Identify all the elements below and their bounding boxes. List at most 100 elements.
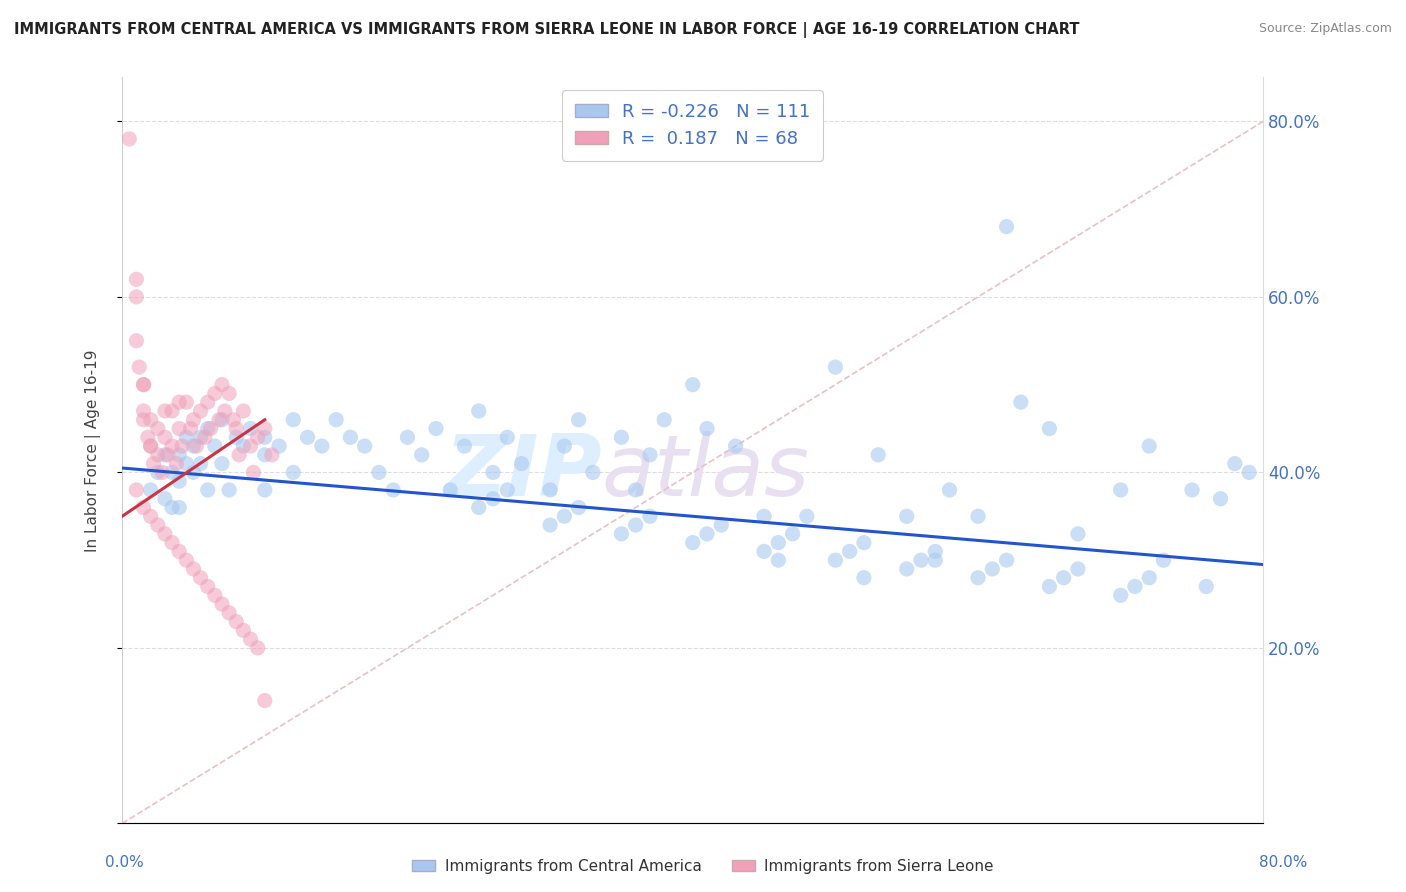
Point [225,615,247,629]
Point [1109,588,1132,602]
Point [218,386,240,401]
Point [1038,421,1060,435]
Point [260,448,283,462]
Point [183,413,205,427]
Point [1237,466,1260,480]
Point [638,448,661,462]
Point [852,571,875,585]
Point [568,500,591,515]
Point [239,439,262,453]
Point [139,483,162,497]
Point [183,466,205,480]
Point [325,413,347,427]
Point [896,562,918,576]
Text: 80.0%: 80.0% [1260,855,1308,870]
Point [132,404,155,418]
Point [724,439,747,453]
Point [267,439,290,453]
Point [136,430,159,444]
Point [190,457,212,471]
Point [204,588,226,602]
Point [638,509,661,524]
Point [218,606,240,620]
Point [153,404,176,418]
Point [242,466,264,480]
Point [353,439,375,453]
Point [1223,457,1246,471]
Point [652,413,675,427]
Point [239,632,262,647]
Point [696,421,718,435]
Point [382,483,405,497]
Point [211,597,233,611]
Point [995,553,1018,567]
Point [142,457,165,471]
Point [239,421,262,435]
Point [204,439,226,453]
Point [222,413,245,427]
Point [167,474,190,488]
Point [190,571,212,585]
Point [139,509,162,524]
Point [538,518,561,533]
Point [125,334,148,348]
Point [1209,491,1232,506]
Point [190,430,212,444]
Point [610,430,633,444]
Point [246,640,269,655]
Point [176,430,198,444]
Point [167,421,190,435]
Point [146,466,169,480]
Point [228,448,250,462]
Point [768,553,790,567]
Point [153,448,176,462]
Point [553,439,575,453]
Point [1195,580,1218,594]
Point [197,580,219,594]
Point [156,448,179,462]
Point [176,457,198,471]
Point [186,439,208,453]
Point [824,553,846,567]
Point [197,421,219,435]
Point [768,535,790,549]
Point [496,483,519,497]
Point [176,395,198,409]
Point [682,377,704,392]
Point [153,430,176,444]
Point [1123,580,1146,594]
Point [176,553,198,567]
Point [967,571,990,585]
Point [146,518,169,533]
Point [146,448,169,462]
Text: ZIP: ZIP [444,432,602,515]
Text: IMMIGRANTS FROM CENTRAL AMERICA VS IMMIGRANTS FROM SIERRA LEONE IN LABOR FORCE |: IMMIGRANTS FROM CENTRAL AMERICA VS IMMIG… [14,22,1080,38]
Point [283,466,305,480]
Point [160,535,183,549]
Point [924,544,946,558]
Point [824,360,846,375]
Point [139,439,162,453]
Point [752,544,775,558]
Point [995,219,1018,234]
Y-axis label: In Labor Force | Age 16-19: In Labor Force | Age 16-19 [86,349,101,552]
Point [852,535,875,549]
Point [710,518,733,533]
Point [896,509,918,524]
Point [1153,553,1175,567]
Text: atlas: atlas [602,432,810,515]
Point [167,395,190,409]
Point [197,395,219,409]
Point [297,430,319,444]
Point [139,413,162,427]
Point [253,448,276,462]
Point [696,526,718,541]
Point [253,483,276,497]
Point [160,466,183,480]
Point [796,509,818,524]
Point [125,483,148,497]
Point [1137,439,1160,453]
Point [1052,571,1074,585]
Point [453,439,475,453]
Point [211,377,233,392]
